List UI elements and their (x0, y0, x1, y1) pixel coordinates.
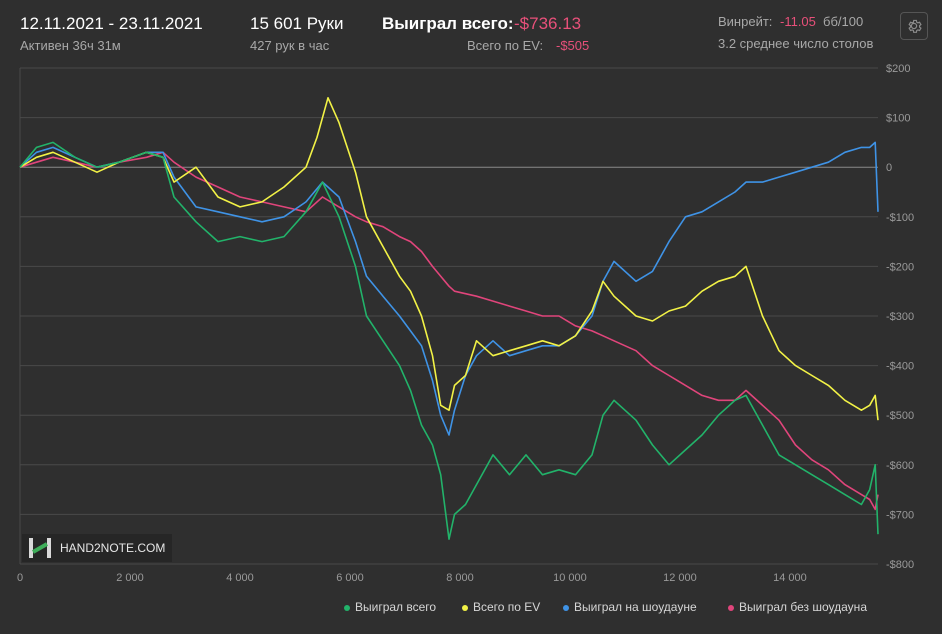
series-line-non-showdown (19, 151, 879, 511)
bankroll-chart: $200 $100 0 -$100 -$200 -$300 -$400 -$500 -$600 -… (17, 63, 914, 584)
winrate-label: Винрейт: (718, 14, 773, 29)
hand2note-logo-icon (29, 538, 51, 558)
active-time: Активен 36ч 31м (20, 38, 121, 53)
legend-item-showdown[interactable]: Выиграл на шоудауне (563, 600, 697, 614)
series-line-won-total (19, 141, 879, 541)
y-tick-label: -$300 (886, 311, 914, 323)
x-tick-label: 12 000 (663, 572, 697, 584)
legend-item-ev[interactable]: Всего по EV (462, 600, 540, 614)
legend-dot-won-total (344, 604, 350, 611)
hands-per-hour: 427 рук в час (250, 38, 330, 53)
y-tick-label: -$500 (886, 410, 914, 422)
series-line-showdown (19, 141, 879, 436)
y-tick-label: $100 (886, 113, 910, 125)
legend-label-showdown: Выиграл на шоудауне (574, 600, 697, 614)
ev-value: -$505 (556, 38, 590, 53)
y-tick-label: -$800 (886, 559, 914, 571)
series-line-ev (19, 97, 879, 421)
y-tick-label: -$100 (886, 212, 914, 224)
legend-item-won-total[interactable]: Выиграл всего (344, 600, 436, 614)
x-tick-label: 8 000 (446, 572, 474, 584)
x-tick-label: 10 000 (553, 572, 587, 584)
legend-item-non-showdown[interactable]: Выиграл без шоудауна (728, 600, 867, 614)
y-tick-label: -$600 (886, 460, 914, 472)
x-tick-label: 4 000 (226, 572, 254, 584)
x-tick-label: 6 000 (336, 572, 364, 584)
settings-button[interactable] (900, 12, 928, 40)
y-tick-label: -$700 (886, 509, 914, 521)
watermark: HAND2NOTE.COM (22, 534, 172, 562)
avg-tables: 3.2 среднее число столов (718, 36, 874, 51)
y-tick-label: -$400 (886, 361, 914, 373)
legend-label-won-total: Выиграл всего (355, 600, 437, 614)
winrate-value: -11.05 (780, 14, 816, 29)
x-tick-label: 14 000 (773, 572, 807, 584)
legend-dot-ev (462, 604, 468, 611)
legend-label-non-showdown: Выиграл без шоудауна (739, 600, 867, 614)
won-total-value: -$736.13 (514, 14, 582, 33)
ev-label: Всего по EV: (467, 38, 544, 53)
won-total-label: Выиграл всего: (382, 14, 514, 33)
gear-icon (908, 19, 922, 33)
legend-dot-non-showdown (728, 604, 734, 611)
hands-count: 15 601 Руки (250, 14, 344, 33)
legend-dot-showdown (563, 604, 569, 611)
y-tick-label: 0 (886, 162, 892, 174)
x-tick-label: 2 000 (116, 572, 144, 584)
legend-label-ev: Всего по EV (473, 600, 541, 614)
x-tick-label: 0 (17, 572, 23, 584)
watermark-text: HAND2NOTE.COM (60, 541, 166, 555)
date-range: 12.11.2021 - 23.11.2021 (20, 14, 203, 33)
y-tick-label: $200 (886, 63, 910, 75)
y-tick-label: -$200 (886, 261, 914, 273)
stats-header: 12.11.2021 - 23.11.2021 Активен 36ч 31м … (0, 0, 942, 62)
winrate-unit: бб/100 (823, 14, 864, 29)
